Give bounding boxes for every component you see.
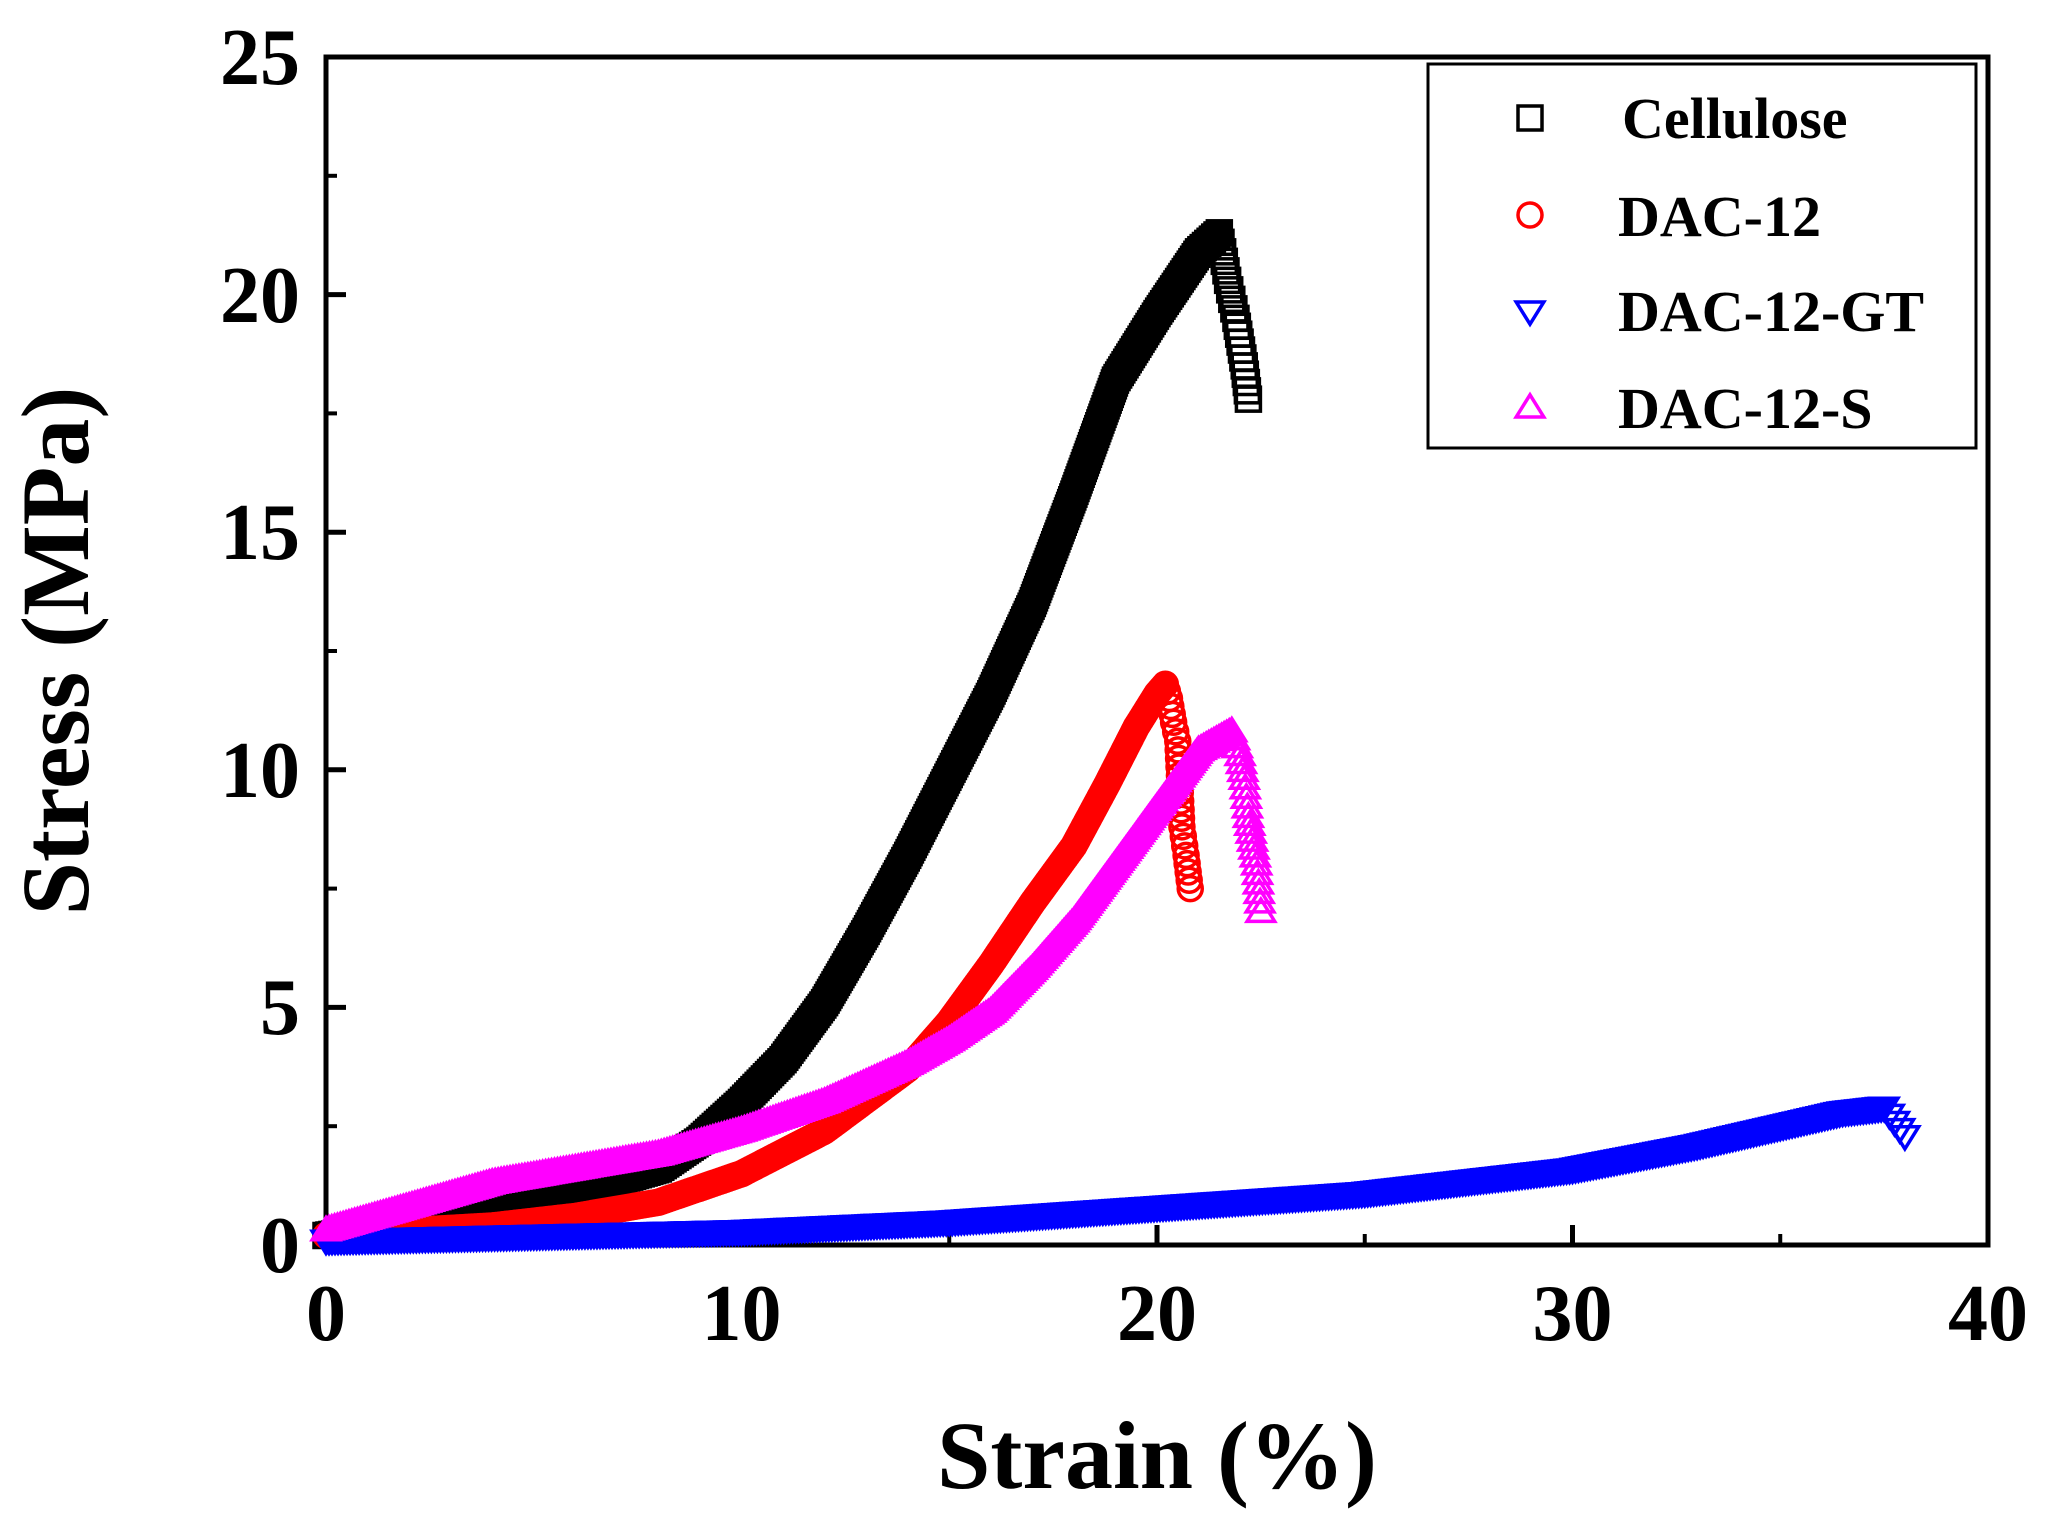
y-tick-label: 20	[220, 252, 300, 340]
series-dac-12-s	[309, 715, 1278, 1242]
y-tick-label: 25	[220, 14, 300, 102]
legend: Cellulose DAC-12 DAC-12-GT DAC-12-S	[1426, 62, 1978, 450]
data-point	[1215, 276, 1244, 304]
legend-markers	[1513, 104, 1547, 419]
y-axis-title: Stress (MPa)	[2, 387, 109, 916]
data-point	[1203, 221, 1231, 249]
legend-label-dac-12-s: DAC-12-S	[1618, 376, 1873, 441]
y-tick-label: 5	[260, 964, 300, 1052]
data-point	[1243, 886, 1277, 914]
data-point	[1887, 1124, 1922, 1153]
tick-labels: 0 10 20 30 40 0 5 10 15 20 25	[220, 14, 2028, 1358]
y-tick-label: 15	[220, 489, 300, 577]
data-point	[1174, 858, 1202, 886]
x-tick-label: 0	[306, 1270, 346, 1358]
data-point	[1234, 385, 1263, 413]
x-tick-label: 30	[1533, 1270, 1613, 1358]
legend-label-cellulose: Cellulose	[1622, 86, 1848, 151]
legend-label-dac-12: DAC-12	[1618, 184, 1821, 249]
data-series	[309, 219, 1922, 1257]
legend-marker	[1513, 391, 1547, 419]
data-point	[1175, 866, 1203, 895]
data-point	[1168, 813, 1196, 841]
data-point	[1213, 266, 1242, 295]
data-point	[1169, 822, 1198, 851]
legend-marker	[1513, 300, 1547, 328]
x-axis-title: Strain (%)	[937, 1402, 1377, 1509]
x-tick-label: 20	[1117, 1270, 1197, 1358]
data-point	[1170, 832, 1199, 860]
x-tick-label: 10	[702, 1270, 782, 1358]
series-dac-12-gt	[309, 1096, 1922, 1257]
x-tick-label: 40	[1948, 1270, 2028, 1358]
y-tick-label: 0	[260, 1202, 300, 1290]
data-point	[1218, 285, 1246, 314]
data-point	[1243, 895, 1278, 924]
y-tick-label: 10	[220, 727, 300, 815]
data-point	[1176, 874, 1204, 903]
series-dac-12	[312, 670, 1204, 1250]
legend-marker	[1516, 201, 1544, 229]
legend-label-dac-12-gt: DAC-12-GT	[1618, 279, 1924, 344]
legend-marker	[1516, 104, 1544, 132]
